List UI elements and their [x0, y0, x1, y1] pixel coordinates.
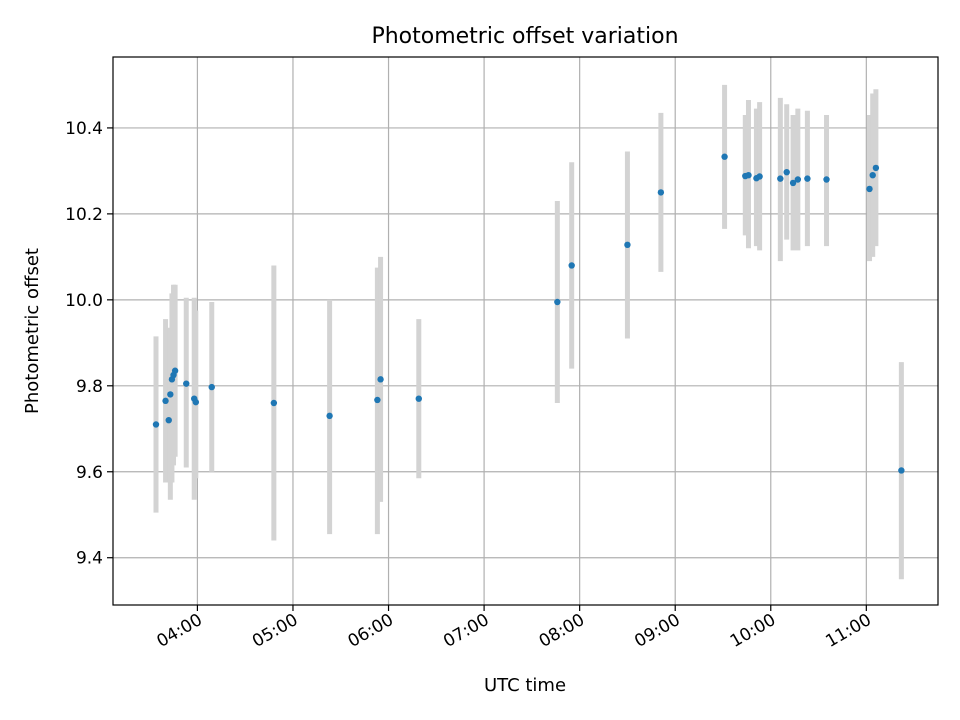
- y-tick-label: 10.0: [65, 291, 103, 311]
- data-point: [171, 367, 179, 374]
- data-point: [783, 168, 790, 176]
- data-point: [415, 395, 422, 402]
- data-point: [789, 179, 797, 187]
- data-point: [872, 164, 880, 172]
- data-point: [208, 383, 215, 391]
- y-axis-ticks: 9.4 9.6 9.8 10.0 10.2 10.4: [65, 119, 113, 569]
- data-point: [777, 175, 784, 182]
- data-point: [745, 171, 752, 179]
- data-point: [804, 175, 811, 182]
- data-point: [823, 176, 830, 183]
- data-point: [721, 153, 728, 160]
- data-point: [568, 262, 575, 269]
- data-point: [554, 298, 561, 306]
- data-point: [183, 380, 190, 387]
- data-points: [152, 153, 905, 474]
- y-tick-label: 10.4: [65, 119, 103, 139]
- data-point: [270, 399, 278, 407]
- data-point: [374, 396, 381, 404]
- data-point: [152, 421, 160, 428]
- data-point: [898, 467, 905, 474]
- plot-frame: [112, 56, 939, 606]
- data-point: [165, 416, 172, 424]
- data-point: [869, 171, 876, 179]
- data-point: [657, 189, 665, 196]
- data-point: [866, 185, 873, 193]
- data-point: [794, 176, 802, 183]
- data-point: [377, 376, 384, 383]
- chart-title: Photometric offset variation: [371, 24, 678, 49]
- grid: [113, 57, 938, 605]
- data-point: [624, 241, 631, 249]
- data-point: [167, 391, 174, 398]
- data-point: [756, 173, 763, 180]
- y-tick-label: 9.8: [76, 377, 103, 397]
- data-point: [192, 398, 200, 406]
- y-tick-label: 9.4: [76, 549, 103, 569]
- y-axis-label: Photometric offset: [22, 248, 43, 414]
- data-point: [326, 412, 333, 420]
- y-tick-label: 9.6: [76, 463, 103, 483]
- data-point: [162, 397, 169, 405]
- x-axis-label: UTC time: [484, 675, 566, 696]
- y-tick-label: 10.2: [65, 205, 103, 225]
